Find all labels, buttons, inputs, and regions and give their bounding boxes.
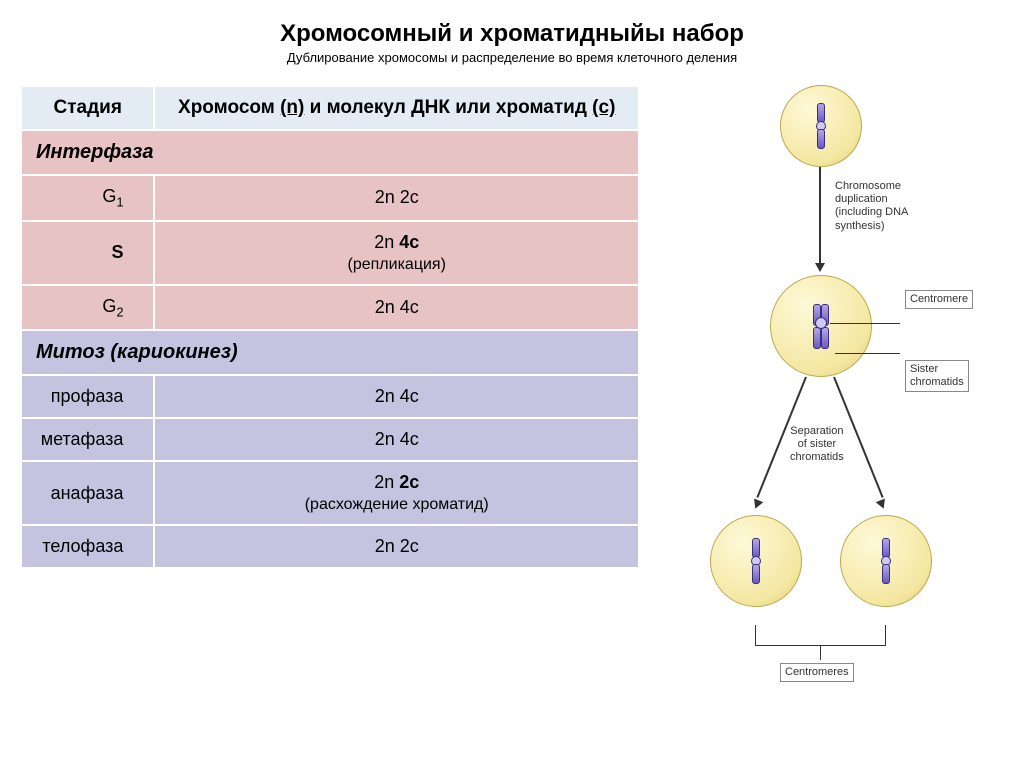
formula-cell: 2n 4c — [154, 418, 639, 461]
table-row: G12n 2c — [21, 175, 639, 221]
formula-cell: 2n 4c — [154, 375, 639, 418]
label-sister: Sisterchromatids — [905, 360, 969, 392]
arrow-down-icon — [815, 263, 825, 272]
chromosome-duplicated-icon — [813, 304, 829, 349]
section-label: Митоз (кариокинез) — [21, 330, 639, 375]
title-block: Хромосомный и хроматидныйы набор Дублиро… — [20, 20, 1004, 65]
cell-circle — [780, 85, 862, 167]
lead-line — [755, 625, 756, 645]
stage-cell: G1 — [21, 175, 154, 221]
label-separation: Separationof sisterchromatids — [790, 425, 844, 465]
formula-cell: 2n 2c — [154, 525, 639, 568]
table-row: метафаза2n 4c — [21, 418, 639, 461]
table-wrap: Стадия Хромосом (n) и молекул ДНК или хр… — [20, 85, 640, 569]
table-row: S2n 4c(репликация) — [21, 221, 639, 285]
table-row: телофаза2n 2c — [21, 525, 639, 568]
lead-line — [820, 645, 821, 660]
stage-cell: G2 — [21, 285, 154, 331]
arrow-down-icon — [876, 498, 889, 510]
col-header-stage: Стадия — [21, 86, 154, 130]
cell-circle — [710, 515, 802, 607]
sub-title: Дублирование хромосомы и распределение в… — [20, 50, 1004, 65]
formula-cell: 2n 4c(репликация) — [154, 221, 639, 285]
formula-cell: 2n 2c(расхождение хроматид) — [154, 461, 639, 525]
chromosome-single-icon — [751, 538, 761, 584]
lead-line — [830, 323, 900, 324]
stage-cell: телофаза — [21, 525, 154, 568]
label-duplication: Chromosomeduplication(including DNAsynth… — [835, 180, 908, 233]
stage-cell: анафаза — [21, 461, 154, 525]
label-centromeres: Centromeres — [780, 663, 854, 682]
stage-cell: метафаза — [21, 418, 154, 461]
lead-line — [885, 625, 886, 645]
formula-cell: 2n 2c — [154, 175, 639, 221]
chromosome-single-icon — [816, 103, 826, 149]
lead-line — [835, 353, 900, 354]
table-row: G22n 4c — [21, 285, 639, 331]
chromosome-single-icon — [881, 538, 891, 584]
label-centromere: Centromere — [905, 290, 973, 309]
table-row: анафаза2n 2c(расхождение хроматид) — [21, 461, 639, 525]
formula-cell: 2n 4c — [154, 285, 639, 331]
section-label: Интерфаза — [21, 130, 639, 175]
chromosome-table: Стадия Хромосом (n) и молекул ДНК или хр… — [20, 85, 640, 569]
cell-circle — [770, 275, 872, 377]
col-header-formula: Хромосом (n) и молекул ДНК или хроматид … — [154, 86, 639, 130]
cell-circle — [840, 515, 932, 607]
stage-cell: S — [21, 221, 154, 285]
main-title: Хромосомный и хроматидныйы набор — [20, 20, 1004, 48]
table-row: профаза2n 4c — [21, 375, 639, 418]
stage-cell: профаза — [21, 375, 154, 418]
content-row: Стадия Хромосом (n) и молекул ДНК или хр… — [20, 85, 1004, 569]
arrow-down-icon — [751, 498, 764, 510]
chromosome-diagram: Chromosomeduplication(including DNAsynth… — [660, 85, 1004, 569]
arrow-line — [819, 167, 821, 265]
